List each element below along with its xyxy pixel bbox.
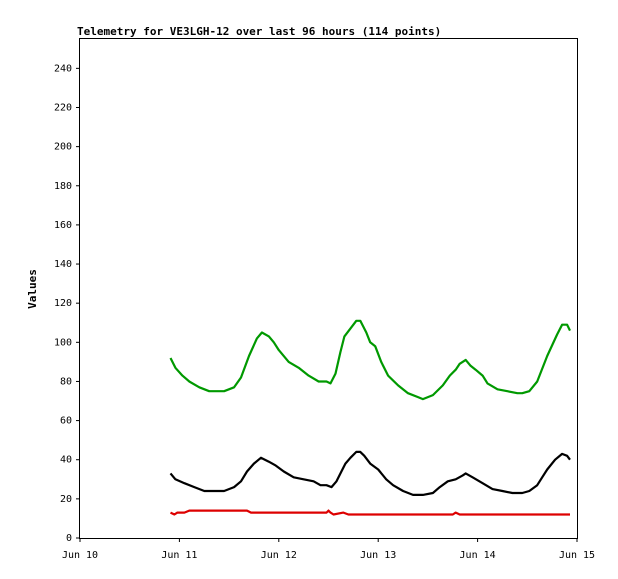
y-tick-label: 100 xyxy=(54,337,72,348)
series-line-3 xyxy=(170,509,570,516)
y-tick-label: 200 xyxy=(54,142,72,153)
y-axis-label: Values xyxy=(26,269,39,309)
series-line-2 xyxy=(169,450,571,496)
x-tick-label: Jun 15 xyxy=(559,550,595,561)
x-axis: Jun 10 Jun 11 Jun 12 Jun 13 Jun 14 Jun 15 xyxy=(62,538,595,561)
chart-title: Telemetry for VE3LGH-12 over last 96 hou… xyxy=(77,25,441,38)
y-tick-label: 80 xyxy=(60,376,72,387)
y-tick-label: 40 xyxy=(60,455,72,466)
x-tick-label: Jun 11 xyxy=(161,550,197,561)
y-tick-label: 0 xyxy=(66,533,72,544)
y-tick-label: 140 xyxy=(54,259,72,270)
y-tick-label: 220 xyxy=(54,102,72,113)
y-tick-label: 20 xyxy=(60,494,72,505)
y-tick-label: 180 xyxy=(54,181,72,192)
x-tick-label: Jun 14 xyxy=(460,550,496,561)
y-tick-label: 160 xyxy=(54,220,72,231)
series-line-1 xyxy=(169,319,571,401)
x-tick-label: Jun 12 xyxy=(261,550,297,561)
y-tick-label: 120 xyxy=(54,298,72,309)
x-tick-label: Jun 10 xyxy=(62,550,98,561)
y-tick-label: 60 xyxy=(60,416,72,427)
x-tick-label: Jun 13 xyxy=(360,550,396,561)
plot-area xyxy=(79,38,578,539)
y-tick-label: 240 xyxy=(54,63,72,74)
y-axis: 0 20 40 60 80 100 120 140 160 180 200 220 240 xyxy=(54,63,80,544)
series-layer xyxy=(169,319,571,516)
